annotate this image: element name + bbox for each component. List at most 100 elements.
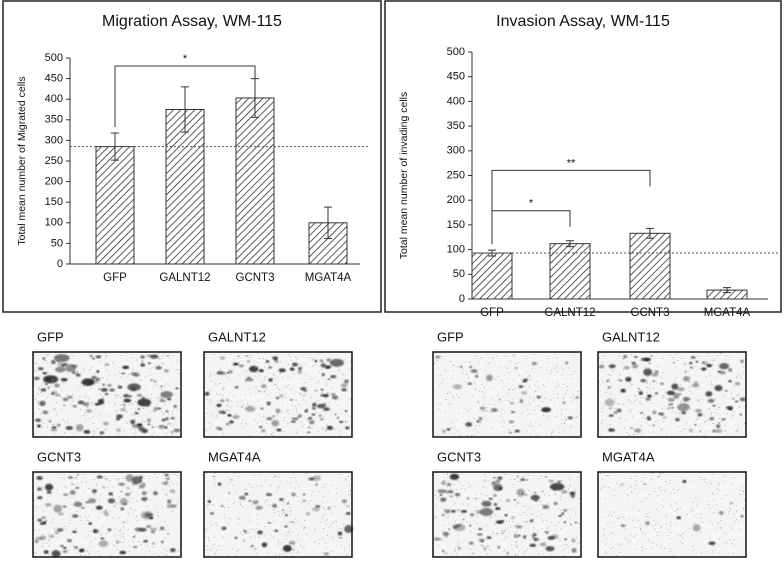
noise-dot xyxy=(455,521,456,523)
noise-dot xyxy=(341,378,343,379)
image-label: GCNT3 xyxy=(437,449,481,464)
noise-dot xyxy=(241,495,243,497)
noise-dot xyxy=(154,553,155,554)
noise-dot xyxy=(264,376,266,378)
noise-dot xyxy=(451,432,453,434)
noise-dot xyxy=(736,518,737,520)
noise-dot xyxy=(451,421,453,423)
cell-speck xyxy=(101,397,105,401)
noise-dot xyxy=(139,394,141,396)
noise-dot xyxy=(622,363,624,364)
cell-speck xyxy=(719,362,730,370)
cell-speck xyxy=(616,408,622,413)
noise-dot xyxy=(656,509,658,511)
noise-dot xyxy=(251,487,252,489)
noise-dot xyxy=(311,508,313,510)
noise-dot xyxy=(459,435,461,436)
noise-dot xyxy=(619,374,621,375)
noise-dot xyxy=(225,405,227,407)
noise-dot xyxy=(345,384,347,386)
noise-dot xyxy=(108,374,110,376)
noise-dot xyxy=(326,519,328,520)
noise-dot xyxy=(510,526,511,528)
cell-speck xyxy=(638,391,643,396)
cell-speck xyxy=(258,531,263,534)
y-tick-label: 350 xyxy=(447,120,465,132)
cell-speck xyxy=(465,422,473,427)
noise-dot xyxy=(213,537,215,538)
noise-dot xyxy=(266,423,268,425)
noise-dot xyxy=(227,424,229,426)
noise-dot xyxy=(539,423,541,425)
cell-speck xyxy=(248,500,252,502)
noise-dot xyxy=(257,509,258,510)
noise-dot xyxy=(738,425,739,426)
noise-dot xyxy=(609,511,611,513)
noise-dot xyxy=(661,408,663,410)
cell-speck xyxy=(39,535,47,540)
noise-dot xyxy=(738,393,740,395)
cell-speck xyxy=(606,379,610,383)
noise-dot xyxy=(117,385,119,386)
noise-dot xyxy=(75,500,77,501)
noise-dot xyxy=(709,537,711,539)
noise-dot xyxy=(543,407,545,409)
noise-dot xyxy=(691,546,693,548)
noise-dot xyxy=(630,539,632,541)
noise-dot xyxy=(154,473,156,475)
noise-dot xyxy=(572,551,574,553)
noise-dot xyxy=(288,384,290,386)
noise-dot xyxy=(322,502,324,504)
noise-dot xyxy=(579,498,580,499)
noise-dot xyxy=(447,486,448,488)
noise-dot xyxy=(129,481,131,483)
noise-dot xyxy=(536,496,538,498)
noise-dot xyxy=(634,484,636,486)
noise-dot xyxy=(554,494,556,496)
cell-speck xyxy=(731,414,734,417)
noise-dot xyxy=(176,503,178,505)
noise-dot xyxy=(454,551,456,552)
noise-dot xyxy=(34,551,36,553)
noise-dot xyxy=(68,356,69,357)
noise-dot xyxy=(641,391,643,393)
noise-dot xyxy=(464,489,466,490)
noise-dot xyxy=(484,474,486,476)
noise-dot xyxy=(702,521,704,523)
cell-speck xyxy=(697,413,703,417)
noise-dot xyxy=(725,476,727,478)
cell-speck xyxy=(239,496,241,499)
noise-dot xyxy=(302,425,304,427)
noise-dot xyxy=(645,397,647,399)
noise-dot xyxy=(71,426,72,427)
noise-dot xyxy=(126,359,128,361)
cell-speck xyxy=(308,416,313,420)
noise-dot xyxy=(278,476,280,478)
noise-dot xyxy=(657,370,659,372)
noise-dot xyxy=(264,501,266,503)
cell-speck xyxy=(48,420,52,423)
noise-dot xyxy=(525,474,527,476)
cell-speck xyxy=(285,513,288,517)
noise-dot xyxy=(213,543,215,545)
noise-dot xyxy=(166,473,168,475)
noise-dot xyxy=(550,399,552,401)
cell-speck xyxy=(483,479,486,482)
noise-dot xyxy=(515,541,517,542)
noise-dot xyxy=(61,550,63,552)
noise-dot xyxy=(47,483,49,484)
noise-dot xyxy=(49,545,50,547)
noise-dot xyxy=(153,432,155,434)
noise-dot xyxy=(571,373,573,375)
cell-speck xyxy=(650,355,653,357)
noise-dot xyxy=(634,549,636,551)
noise-dot xyxy=(503,533,504,534)
noise-dot xyxy=(338,370,340,372)
cell-speck xyxy=(474,497,478,500)
noise-dot xyxy=(325,483,327,485)
noise-dot xyxy=(270,534,272,536)
noise-dot xyxy=(467,504,469,506)
noise-dot xyxy=(679,488,681,490)
cell-speck xyxy=(253,547,257,551)
noise-dot xyxy=(225,374,227,376)
